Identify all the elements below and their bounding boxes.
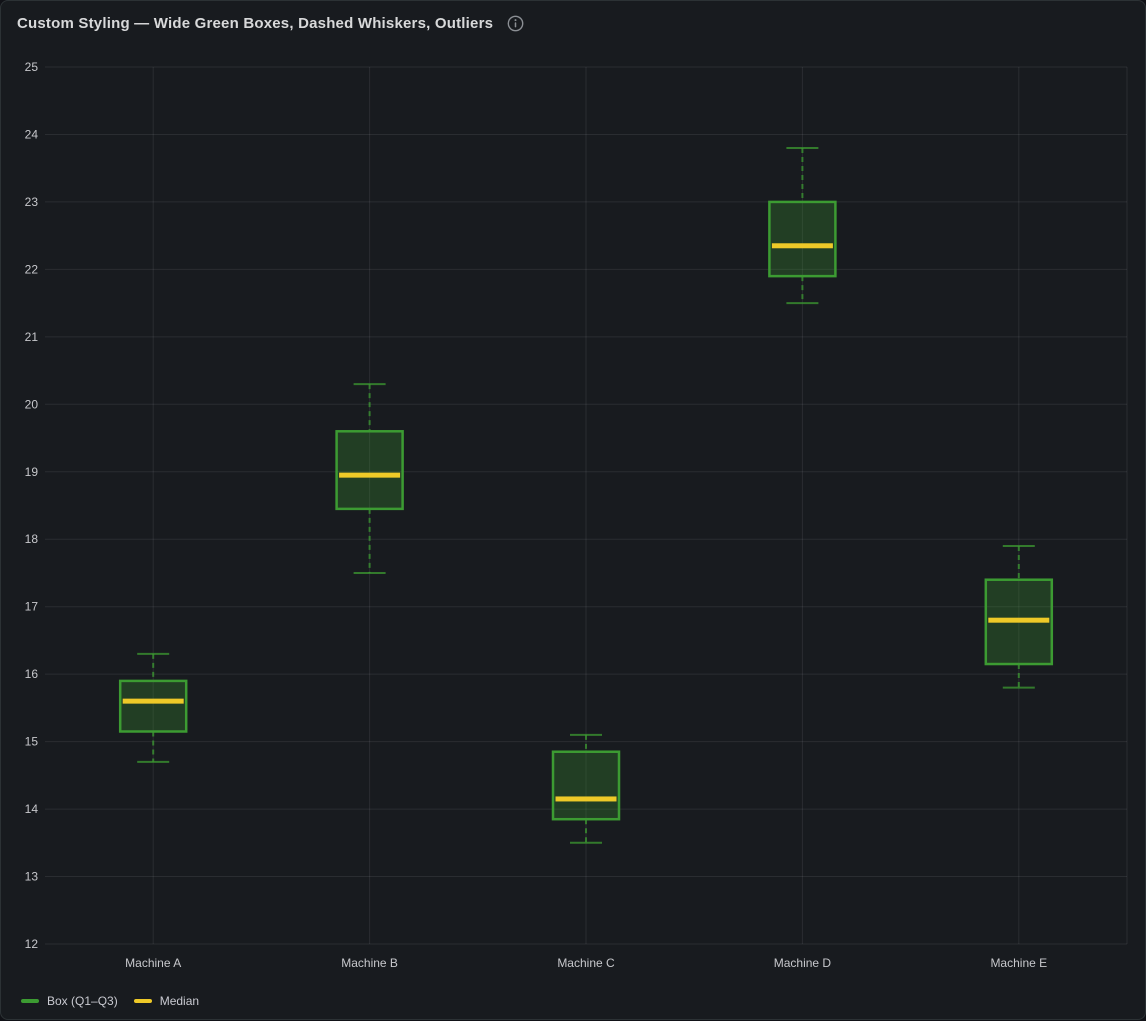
y-tick-label: 17 xyxy=(25,600,39,614)
legend-label-box: Box (Q1–Q3) xyxy=(47,994,118,1008)
y-tick-label: 16 xyxy=(25,667,39,681)
quartile-box xyxy=(553,752,619,819)
boxplot-machine-e[interactable] xyxy=(986,546,1052,688)
median-line xyxy=(556,796,617,801)
y-tick-label: 24 xyxy=(25,127,39,141)
y-tick-label: 23 xyxy=(25,195,39,209)
y-tick-label: 20 xyxy=(25,397,39,411)
chart-legend: Box (Q1–Q3) Median xyxy=(21,994,199,1008)
legend-label-median: Median xyxy=(160,994,199,1008)
median-line xyxy=(772,243,833,248)
x-tick-label: Machine A xyxy=(125,956,181,970)
quartile-box xyxy=(769,202,835,276)
legend-item-box[interactable]: Box (Q1–Q3) xyxy=(21,994,118,1008)
legend-swatch-box xyxy=(21,999,39,1003)
y-tick-label: 12 xyxy=(25,937,39,951)
x-tick-label: Machine C xyxy=(557,956,615,970)
y-tick-label: 22 xyxy=(25,262,39,276)
median-line xyxy=(123,699,184,704)
legend-item-median[interactable]: Median xyxy=(134,994,199,1008)
quartile-box xyxy=(120,681,186,732)
info-circle-icon[interactable] xyxy=(507,15,524,32)
x-tick-label: Machine D xyxy=(774,956,832,970)
panel-header[interactable]: Custom Styling — Wide Green Boxes, Dashe… xyxy=(1,1,1145,45)
panel-title: Custom Styling — Wide Green Boxes, Dashe… xyxy=(17,15,493,32)
y-tick-label: 21 xyxy=(25,330,39,344)
median-line xyxy=(988,618,1049,623)
quartile-box xyxy=(337,431,403,509)
y-tick-label: 18 xyxy=(25,532,39,546)
y-tick-label: 19 xyxy=(25,465,39,479)
y-tick-label: 25 xyxy=(25,60,39,74)
y-tick-label: 13 xyxy=(25,870,39,884)
x-tick-label: Machine E xyxy=(990,956,1047,970)
median-line xyxy=(339,473,400,478)
y-tick-label: 15 xyxy=(25,735,39,749)
x-tick-label: Machine B xyxy=(341,956,398,970)
y-tick-label: 14 xyxy=(25,802,39,816)
legend-swatch-median xyxy=(134,999,152,1003)
